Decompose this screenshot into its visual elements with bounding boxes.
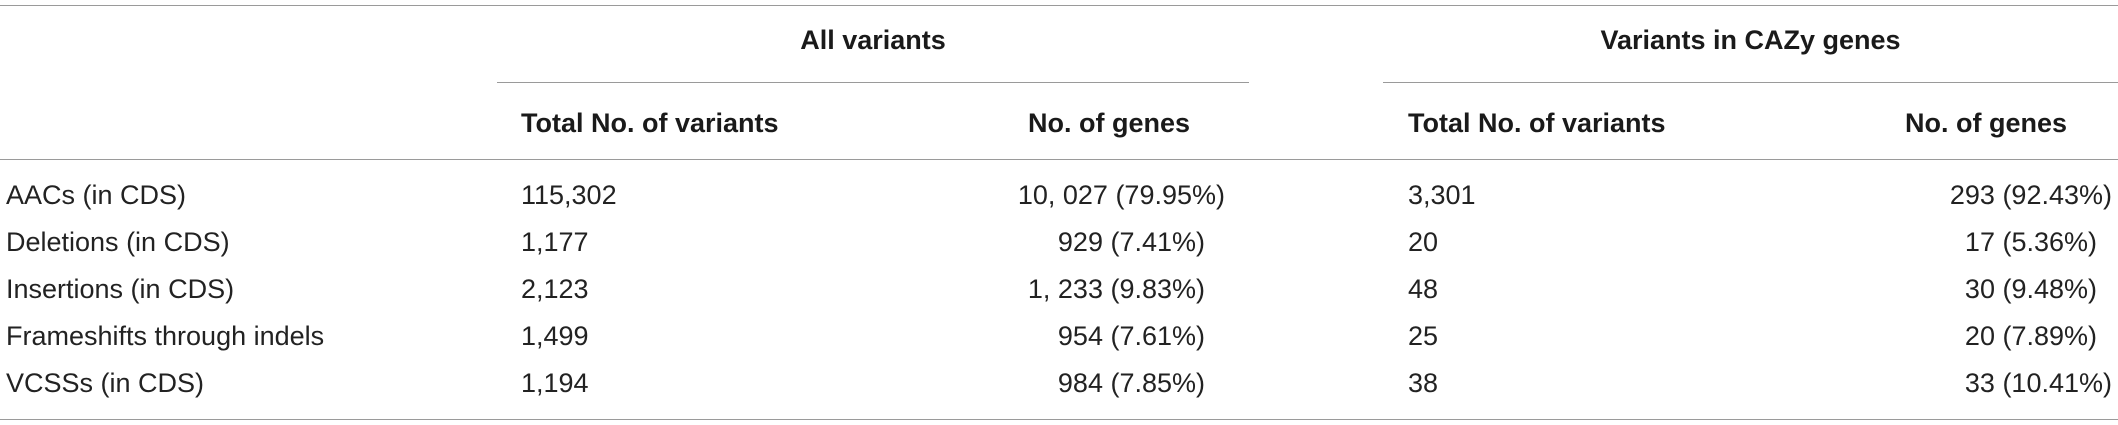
group-header-all-variants: All variants bbox=[800, 25, 946, 55]
table-top-rule bbox=[0, 5, 2118, 6]
cell-all-total: 1,194 bbox=[521, 368, 589, 398]
cell-all-genes: 10, 027 (79.95%) bbox=[1017, 180, 1225, 210]
cell-cazy-total: 20 bbox=[1408, 227, 1439, 257]
row-label: Insertions (in CDS) bbox=[6, 274, 235, 304]
column-header-all-total: Total No. of variants bbox=[521, 108, 779, 138]
cell-cazy-total: 3,301 bbox=[1408, 180, 1476, 210]
table-bottom-rule bbox=[0, 419, 2118, 420]
cell-all-total: 2,123 bbox=[521, 274, 589, 304]
group-rule-all-variants bbox=[497, 82, 1249, 83]
cell-all-genes: 954 (7.61%) bbox=[1057, 321, 1205, 351]
cell-all-total: 1,177 bbox=[521, 227, 589, 257]
cell-all-genes: 984 (7.85%) bbox=[1057, 368, 1205, 398]
cell-cazy-total: 25 bbox=[1408, 321, 1439, 351]
cell-cazy-total: 38 bbox=[1408, 368, 1439, 398]
row-label: Frameshifts through indels bbox=[6, 321, 325, 351]
group-rule-cazy bbox=[1383, 82, 2118, 83]
cell-cazy-genes: 33 (10.41%) bbox=[1964, 368, 2112, 398]
cell-all-genes: 1, 233 (9.83%) bbox=[1027, 274, 1205, 304]
cell-all-total: 115,302 bbox=[521, 180, 617, 210]
cell-cazy-genes: 30 (9.48%) bbox=[1964, 274, 2097, 304]
cell-all-total: 1,499 bbox=[521, 321, 589, 351]
cell-cazy-total: 48 bbox=[1408, 274, 1439, 304]
column-header-all-genes: No. of genes bbox=[1027, 108, 1190, 138]
cell-cazy-genes: 20 (7.89%) bbox=[1964, 321, 2097, 351]
row-label: VCSSs (in CDS) bbox=[6, 368, 205, 398]
column-header-cazy-total: Total No. of variants bbox=[1408, 108, 1666, 138]
row-label: Deletions (in CDS) bbox=[6, 227, 230, 257]
row-label: AACs (in CDS) bbox=[6, 180, 187, 210]
header-bottom-rule bbox=[0, 159, 2118, 160]
group-header-cazy-variants: Variants in CAZy genes bbox=[1600, 25, 1901, 55]
cell-cazy-genes: 17 (5.36%) bbox=[1964, 227, 2097, 257]
cell-cazy-genes: 293 (92.43%) bbox=[1949, 180, 2112, 210]
column-header-cazy-genes: No. of genes bbox=[1904, 108, 2067, 138]
cell-all-genes: 929 (7.41%) bbox=[1057, 227, 1205, 257]
